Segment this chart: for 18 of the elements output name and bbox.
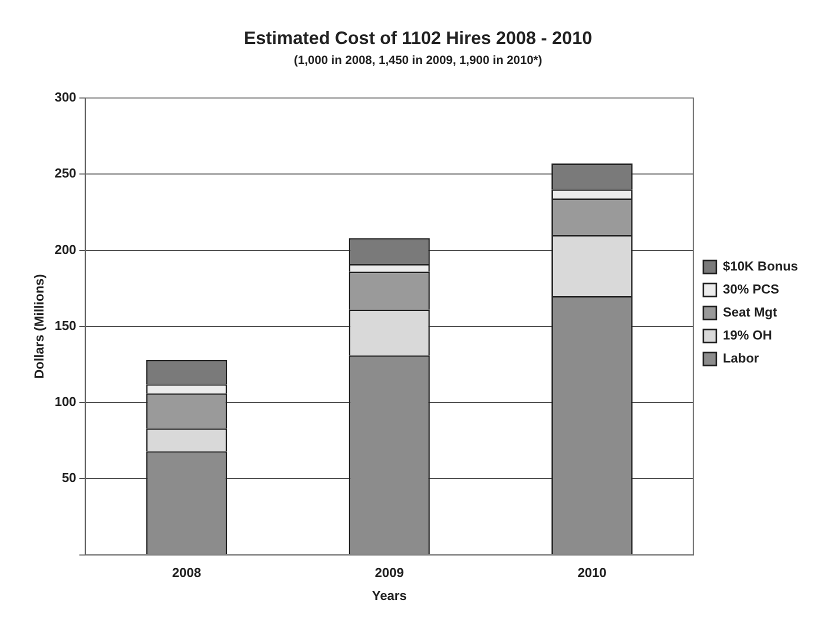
legend-label: Labor — [722, 350, 759, 366]
chart-title: Estimated Cost of 1102 Hires 2008 - 2010 — [244, 28, 592, 48]
y-tick-label: 50 — [62, 470, 76, 486]
x-tick-label: 2008 — [172, 565, 202, 580]
x-tick-label: 2010 — [578, 565, 606, 580]
x-tick-label: 2009 — [374, 565, 404, 580]
x-axis-title: Years — [372, 588, 407, 603]
legend-label: Seat Mgt — [722, 304, 778, 320]
legend-label: 30% PCS — [722, 282, 780, 297]
y-tick-label: 100 — [54, 394, 76, 410]
y-axis-title: Dollars (Millions) — [31, 274, 46, 379]
y-tick-label: 250 — [54, 166, 76, 181]
legend-label: $10K Bonus — [722, 258, 798, 274]
y-tick-label: 150 — [54, 318, 76, 333]
y-tick-label: 200 — [54, 242, 76, 257]
legend-label: 19% OH — [722, 328, 772, 343]
chart-subtitle: (1,000 in 2008, 1,450 in 2009, 1,900 in 2010*) — [294, 53, 542, 68]
y-tick-label: 300 — [54, 90, 76, 105]
